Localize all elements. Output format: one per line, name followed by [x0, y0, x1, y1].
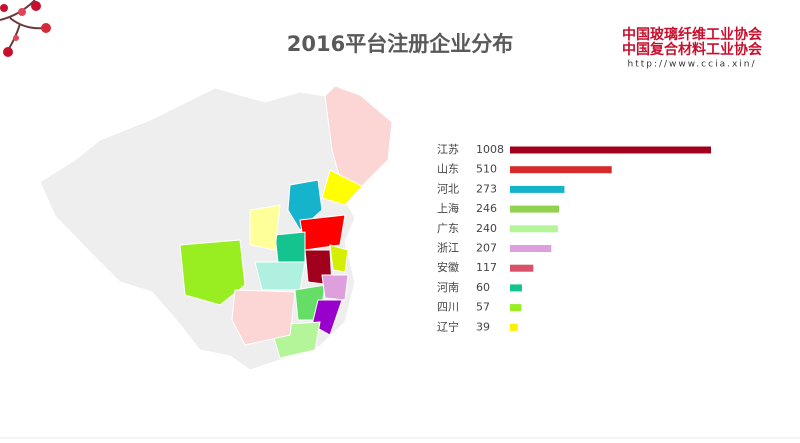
- category-label: 安徽: [437, 260, 459, 274]
- category-label: 山东: [437, 163, 459, 176]
- bar: [510, 225, 558, 233]
- bar: [510, 146, 711, 154]
- category-label: 河北: [437, 182, 459, 195]
- value-label: 510: [476, 163, 497, 176]
- category-label: 浙江: [437, 242, 459, 255]
- bar: [510, 205, 560, 213]
- category-label: 河南: [437, 281, 459, 294]
- category-label: 上海: [437, 201, 459, 215]
- value-label: 273: [476, 182, 497, 195]
- bar: [510, 304, 522, 312]
- bar: [510, 323, 518, 331]
- logo-line: 中国复合材料工业协会: [622, 41, 763, 58]
- bar: [510, 185, 565, 193]
- category-label: 辽宁: [437, 319, 459, 333]
- logo-url: http://www.ccia.xin/: [627, 60, 756, 70]
- category-label: 江苏: [437, 143, 459, 156]
- value-label: 240: [476, 222, 497, 235]
- bar: [510, 166, 612, 174]
- china-map: [39, 85, 393, 371]
- plum-blossom-decoration: [0, 0, 51, 57]
- category-label: 广东: [437, 222, 459, 235]
- title: 2016平台注册企业分布: [287, 32, 513, 56]
- value-label: 57: [476, 301, 490, 314]
- logo-line: 中国玻璃纤维工业协会: [622, 26, 763, 43]
- value-label: 60: [476, 281, 490, 294]
- value-label: 117: [476, 261, 497, 274]
- value-label: 1008: [476, 143, 504, 156]
- category-label: 四川: [437, 301, 459, 314]
- bar-chart: 江苏 1008 山东 510 河北 273 上海 246 广东 240 浙江 207 安徽 117 河南 60…: [437, 143, 711, 333]
- bar: [510, 264, 534, 272]
- value-label: 246: [476, 202, 497, 215]
- bar: [510, 284, 522, 292]
- bar: [510, 245, 552, 252]
- value-label: 39: [476, 320, 490, 333]
- value-label: 207: [476, 242, 497, 255]
